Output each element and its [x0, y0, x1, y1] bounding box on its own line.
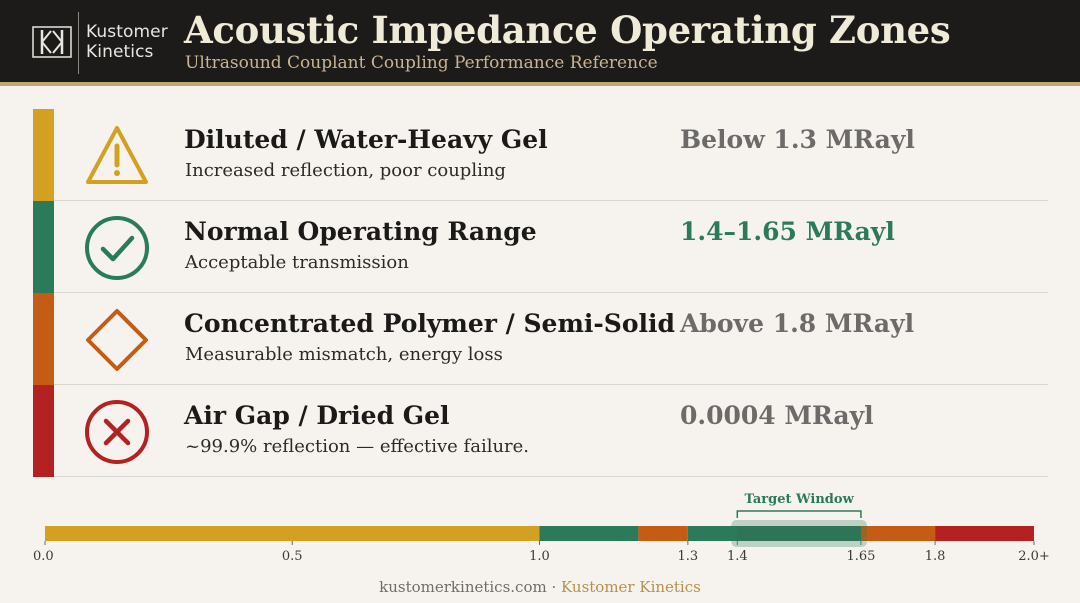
scale-tick-label-7: 2.0+ — [1018, 549, 1050, 564]
zone-row-air-gap: Air Gap / Dried Gel ~99.9% reflection — … — [33, 385, 1048, 477]
zone-description: ~99.9% reflection — effective failure. — [185, 436, 530, 457]
logo-monogram-icon — [32, 26, 72, 58]
zones-table: Diluted / Water-Heavy Gel Increased refl… — [33, 109, 1048, 478]
logo-line-1: Kustomer — [86, 22, 168, 42]
scale-segment-2 — [638, 526, 688, 541]
scale-graphic: Target Window 0.0 0.5 1.0 1.3 1.4 1.65 1.8 2.0+ — [33, 492, 1050, 564]
zone-row-concentrated: Concentrated Polymer / Semi-Solid Measur… — [33, 293, 1048, 385]
footer-site: kustomerkinetics.com — [379, 578, 547, 596]
scale-tick-label-6: 1.8 — [925, 549, 946, 564]
zone-range: Below 1.3 MRayl — [680, 125, 915, 154]
row-divider — [54, 384, 1048, 385]
zone-title: Air Gap / Dried Gel — [184, 401, 450, 430]
zone-title: Diluted / Water-Heavy Gel — [184, 125, 548, 154]
scale-segment-0 — [45, 526, 540, 541]
header-bar: Kustomer Kinetics Acoustic Impedance Ope… — [0, 0, 1080, 86]
target-window-fill — [737, 526, 861, 541]
zone-color-stripe — [33, 385, 54, 477]
target-window-bracket — [736, 510, 862, 518]
scale-tick-label-2: 1.0 — [529, 549, 550, 564]
scale-tick-label-1: 0.5 — [282, 549, 303, 564]
row-divider — [54, 476, 1048, 477]
footer-brand: Kustomer Kinetics — [561, 578, 701, 596]
diamond-icon — [86, 309, 148, 371]
scale-segment-1 — [539, 526, 639, 541]
warning-triangle-icon — [86, 126, 148, 184]
scale-segment-4 — [836, 526, 936, 541]
zone-range: 1.4–1.65 MRayl — [680, 217, 895, 246]
zone-row-normal: Normal Operating Range Acceptable transm… — [33, 201, 1048, 293]
zone-color-stripe — [33, 293, 54, 385]
zone-description: Measurable mismatch, energy loss — [185, 344, 503, 365]
brand-logo[interactable]: Kustomer Kinetics — [26, 12, 168, 74]
impedance-scale: Target Window 0.0 0.5 1.0 1.3 1.4 1.65 1.8 2.0+ — [0, 480, 1080, 564]
zone-color-stripe — [33, 201, 54, 293]
scale-tick-label-3: 1.3 — [678, 549, 699, 564]
check-circle-icon — [85, 216, 149, 280]
scale-tick-label-4: 1.4 — [727, 549, 748, 564]
zone-description: Acceptable transmission — [185, 252, 409, 273]
row-divider — [54, 200, 1048, 201]
logo-wordmark: Kustomer Kinetics — [86, 22, 168, 62]
page-subtitle: Ultrasound Couplant Coupling Performance… — [185, 53, 658, 73]
scale-segment-5 — [935, 526, 1034, 541]
footer: kustomerkinetics.com · Kustomer Kinetics — [0, 578, 1080, 596]
logo-line-2: Kinetics — [86, 42, 154, 62]
x-circle-icon — [85, 400, 149, 464]
zone-range: Above 1.8 MRayl — [680, 309, 915, 338]
zone-description: Increased reflection, poor coupling — [185, 160, 506, 181]
zone-title: Concentrated Polymer / Semi-Solid — [184, 309, 675, 338]
scale-tick-label-0: 0.0 — [33, 549, 54, 564]
zone-row-diluted: Diluted / Water-Heavy Gel Increased refl… — [33, 109, 1048, 201]
footer-separator: · — [546, 578, 562, 596]
row-divider — [54, 292, 1048, 293]
logo-divider — [78, 12, 79, 74]
target-window-label: Target Window — [744, 492, 854, 507]
zone-title: Normal Operating Range — [184, 217, 537, 246]
zone-range: 0.0004 MRayl — [680, 401, 874, 430]
zone-color-stripe — [33, 109, 54, 201]
page-title: Acoustic Impedance Operating Zones — [184, 8, 951, 52]
scale-tick-label-5: 1.65 — [846, 549, 875, 564]
